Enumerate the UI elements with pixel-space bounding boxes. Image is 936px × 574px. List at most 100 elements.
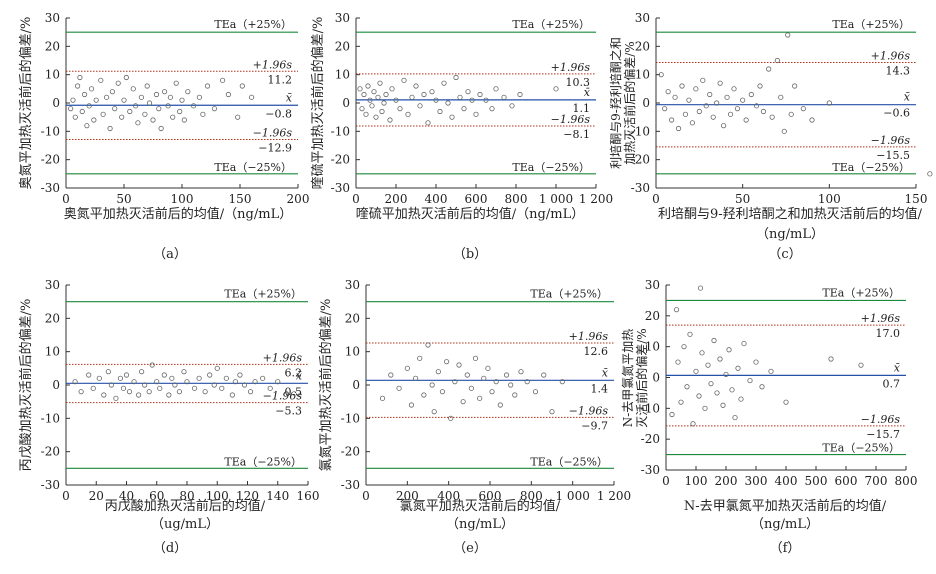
data-point — [131, 379, 137, 385]
tea-upper-label: TEa（+25%） — [530, 288, 608, 301]
data-point — [477, 395, 483, 401]
data-point — [396, 385, 402, 391]
x-axis-label-unit: （ng/mL） — [446, 517, 514, 532]
data-point — [68, 106, 74, 112]
mean-value-label: 0.7 — [883, 377, 901, 390]
data-point — [429, 89, 435, 95]
data-point — [166, 392, 172, 398]
x-tick-label: 50 — [116, 192, 131, 206]
x-axis-label-unit: （ng/mL） — [751, 517, 819, 532]
data-point — [161, 372, 167, 378]
x-tick-label: 800 — [520, 489, 543, 503]
data-point — [489, 389, 495, 395]
y-tick-label: -20 — [41, 445, 60, 459]
data-point — [481, 375, 487, 381]
panel-2: -30 -20 -10 0 10 20 30 0 200 400 600 800 1 000 1 200 T… — [310, 11, 613, 262]
data-point — [138, 94, 144, 100]
y-tick-label: -20 — [41, 153, 60, 167]
data-point — [393, 97, 399, 103]
data-point — [176, 389, 183, 395]
data-point — [136, 392, 142, 398]
y-tick-label: 30 — [335, 11, 350, 25]
data-point — [684, 384, 690, 390]
data-point — [707, 91, 713, 98]
y-axis-label: 丙戊酸加热灭活前后的偏差/% — [18, 299, 34, 472]
y-tick-label: 20 — [635, 39, 650, 53]
y-tick-label: -20 — [331, 153, 350, 167]
data-point — [79, 108, 85, 115]
data-point — [501, 94, 507, 100]
data-point — [404, 365, 410, 371]
data-point — [373, 114, 379, 120]
data-point — [717, 356, 723, 362]
data-point — [532, 389, 539, 395]
x-tick-label: 1 200 — [597, 489, 631, 503]
data-point — [464, 372, 470, 378]
x-axis-label: 丙戊酸加热灭活前后的均值/ — [105, 498, 266, 514]
data-point — [211, 382, 217, 388]
y-tick-label: -20 — [341, 445, 360, 459]
data-point — [457, 94, 463, 100]
data-point — [162, 89, 168, 95]
data-point — [748, 91, 754, 98]
data-point — [681, 344, 687, 350]
data-point — [747, 377, 753, 384]
data-point — [81, 91, 88, 98]
data-point — [371, 89, 377, 95]
data-point — [753, 359, 759, 365]
y-tick-label: 10 — [335, 68, 350, 82]
data-point — [84, 123, 90, 129]
data-point — [517, 91, 523, 98]
data-point — [365, 83, 371, 89]
upper-value-label: 17.0 — [876, 327, 901, 340]
data-point — [497, 402, 503, 408]
data-point — [448, 415, 454, 421]
x-axis-label: N-去甲氯氮平加热灭活前后的均值/ — [684, 498, 887, 514]
data-point — [858, 362, 864, 368]
x-tick-label: 200 — [385, 192, 408, 206]
data-point — [383, 91, 389, 98]
data-point — [237, 372, 243, 378]
data-point — [682, 111, 689, 117]
tea-lower-label: TEa（−25%） — [512, 161, 590, 174]
lower-value-label: −12.9 — [258, 142, 292, 155]
data-point — [100, 111, 106, 117]
y-tick-label: -30 — [41, 181, 60, 195]
upper-value-label: 12.6 — [584, 345, 609, 358]
data-point — [181, 117, 187, 123]
x-tick-label: 100 — [171, 192, 194, 206]
data-point — [127, 108, 133, 115]
y-tick-label: 10 — [45, 68, 60, 82]
mean-value-label: −0.8 — [265, 107, 292, 120]
y-axis-label-cont: 灭活前后的偏差/% — [634, 328, 649, 427]
y-tick-label: 0 — [342, 96, 350, 110]
y-tick-label: -10 — [641, 401, 660, 415]
data-point — [249, 94, 255, 100]
data-point — [153, 91, 160, 98]
data-point — [669, 411, 675, 418]
data-point — [130, 86, 136, 92]
data-point — [267, 385, 273, 391]
x-axis-label-unit: （ng/mL） — [756, 227, 824, 242]
data-point — [239, 83, 245, 89]
data-point — [413, 83, 419, 89]
data-point — [702, 405, 708, 411]
data-point — [107, 125, 113, 132]
data-point — [388, 372, 394, 378]
data-point — [408, 402, 415, 408]
data-point — [717, 80, 723, 86]
data-point — [693, 86, 699, 92]
x-tick-label: 200 — [715, 474, 738, 488]
data-point — [673, 307, 680, 313]
data-point — [774, 57, 780, 64]
data-point — [441, 80, 447, 86]
mean-tag-label: x̄ — [296, 369, 303, 382]
data-point — [729, 387, 735, 393]
data-point — [214, 365, 220, 371]
data-point — [665, 89, 671, 95]
y-tick-label: 10 — [345, 345, 360, 359]
data-point — [778, 94, 784, 100]
x-tick-label: 600 — [835, 474, 858, 488]
data-point — [439, 389, 446, 395]
data-point — [732, 414, 738, 421]
